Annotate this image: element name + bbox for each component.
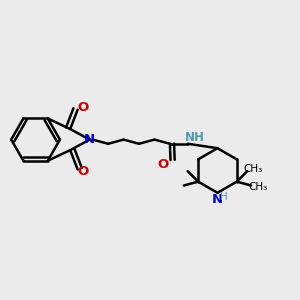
Text: CH₃: CH₃: [244, 164, 263, 174]
Text: N: N: [84, 133, 95, 146]
Text: O: O: [77, 101, 88, 114]
Text: H: H: [220, 192, 228, 202]
Text: CH₃: CH₃: [248, 182, 267, 192]
Text: N: N: [212, 193, 223, 206]
Text: NH: NH: [185, 131, 205, 144]
Text: O: O: [158, 158, 169, 171]
Text: O: O: [77, 165, 88, 178]
